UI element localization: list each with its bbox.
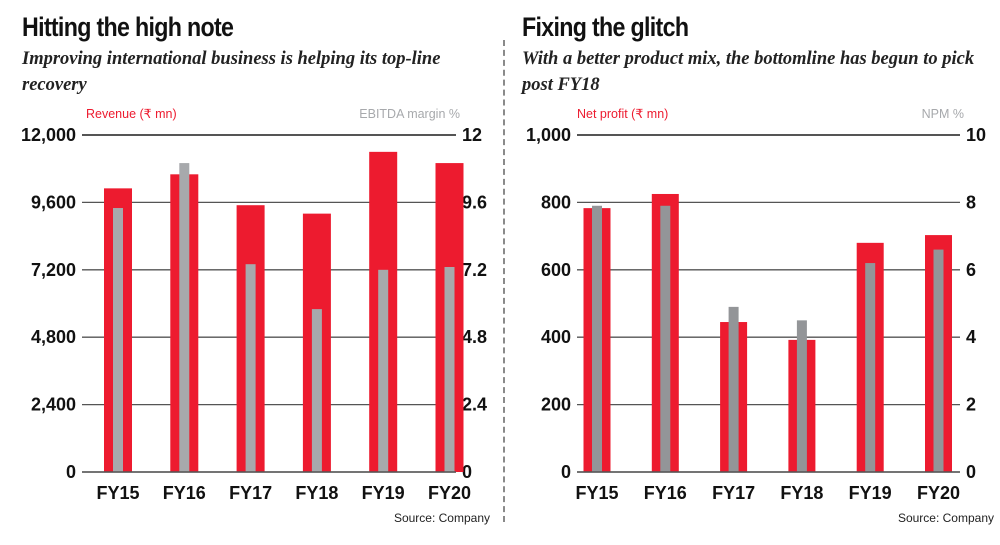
chart-subtitle: With a better product mix, the bottomlin… [522,49,975,95]
y-tick-left: 200 [541,395,571,415]
bar-secondary-fy19 [378,269,389,472]
bar-secondary-fy17 [728,306,739,472]
x-tick-label: FY15 [96,483,139,503]
bar-secondary-fy20 [933,249,944,472]
bar-secondary-fy19 [865,263,876,472]
y-tick-right: 8 [966,192,976,212]
x-tick-label: FY15 [575,483,618,503]
bar-secondary-fy20 [444,266,455,472]
y-tick-right: 2 [966,395,976,415]
y-tick-left: 7,200 [31,260,76,280]
bar-secondary-fy16 [660,205,671,472]
y-tick-left: 0 [66,462,76,482]
bar-secondary-fy15 [113,208,123,472]
x-tick-label: FY18 [780,483,823,503]
chart-subtitle: Improving international business is help… [22,49,441,95]
x-tick-label: FY20 [917,483,960,503]
netprofit-npm-chart: Net profit (₹ mn) NPM % 0 0 200 2 400 4 600 6 800 8… [526,107,994,525]
x-tick-label: FY20 [428,483,471,503]
y-tick-right: 7.2 [462,260,487,280]
x-tick-label: FY16 [163,483,206,503]
y-tick-left: 12,000 [21,125,76,145]
y-tick-right: 10 [966,125,986,145]
source-note: Source: Company [898,511,994,525]
y-tick-left: 400 [541,327,571,347]
x-tick-label: FY19 [849,483,892,503]
revenue-chart-panel: Hitting the high note Improving internat… [21,12,490,525]
y-tick-right: 0 [966,462,976,482]
y-tick-right: 4 [966,327,976,347]
bar-secondary-fy17 [245,264,256,472]
bar-secondary-fy15 [592,205,602,472]
x-tick-label: FY17 [229,483,272,503]
y-tick-right: 4.8 [462,327,487,347]
profit-chart-panel: Fixing the glitch With a better product … [505,0,1000,545]
right-axis-label: EBITDA margin % [359,107,460,121]
left-axis-label: Net profit (₹ mn) [577,107,668,121]
y-tick-left: 2,400 [31,395,76,415]
y-tick-left: 600 [541,260,571,280]
y-tick-left: 4,800 [31,327,76,347]
x-tick-label: FY18 [295,483,338,503]
y-tick-right: 0 [462,462,472,482]
left-axis-label: Revenue (₹ mn) [86,107,177,121]
y-tick-right: 6 [966,260,976,280]
y-tick-left: 0 [561,462,571,482]
y-tick-right: 9.6 [462,192,487,212]
revenue-ebitda-chart: Revenue (₹ mn) EBITDA margin % 0 0 2,400 2.4 4… [21,107,490,525]
panel-divider [503,40,505,522]
y-tick-right: 2.4 [462,395,487,415]
y-tick-right: 12 [462,125,482,145]
y-tick-left: 1,000 [526,125,571,145]
y-tick-left: 800 [541,192,571,212]
y-tick-left: 9,600 [31,192,76,212]
right-axis-label: NPM % [922,107,964,121]
bar-secondary-fy18 [796,320,807,472]
bar-secondary-fy16 [179,163,190,473]
chart-title: Hitting the high note [22,12,234,42]
source-note: Source: Company [394,511,490,525]
bar-secondary-fy18 [311,309,322,472]
chart-title: Fixing the glitch [522,12,689,42]
x-tick-label: FY16 [644,483,687,503]
x-tick-label: FY17 [712,483,755,503]
x-tick-label: FY19 [362,483,405,503]
